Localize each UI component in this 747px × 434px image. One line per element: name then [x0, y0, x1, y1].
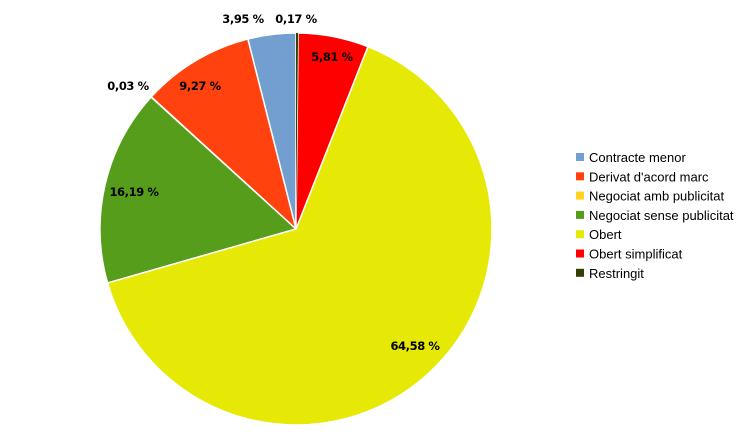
data-label-obert-simplificat: 5,81 % [311, 50, 353, 64]
data-label-derivat-d-acord-marc: 9,27 % [179, 79, 221, 93]
legend-swatch-negociat-sense-publicitat [576, 210, 584, 219]
legend-swatch-obert [576, 230, 584, 239]
data-label-obert: 64,58 % [390, 339, 440, 353]
slice-obert [106, 45, 493, 426]
legend-swatch-restringit [576, 268, 584, 277]
data-label-negociat-amb-publicitat: 0,03 % [107, 79, 149, 93]
legend-label-obert-simplificat: Obert simplificat [589, 247, 683, 262]
legend-swatch-derivat-d-acord-marc [576, 172, 584, 181]
legend-label-contracte-menor: Contracte menor [589, 150, 686, 165]
legend-label-derivat-d-acord-marc: Derivat d'acord marc [589, 169, 709, 184]
slice-obert-simplificat [295, 32, 369, 230]
slice-restringit [296, 33, 299, 229]
data-label-restringit: 0,17 % [275, 12, 317, 26]
legend-label-negociat-sense-publicitat: Negociat sense publicitat [589, 208, 734, 223]
slice-negociat-sense-publicitat [99, 96, 298, 284]
slice-derivat-d-acord-marc [150, 38, 298, 232]
legend-swatch-contracte-menor [576, 153, 584, 161]
data-label-negociat-sense-publicitat: 16,19 % [109, 185, 159, 199]
legend-label-negociat-amb-publicitat: Negociat amb publicitat [589, 189, 725, 204]
data-label-contracte-menor: 3,95 % [222, 12, 264, 26]
legend-label-restringit: Restringit [589, 266, 644, 281]
legend-swatch-obert-simplificat [576, 249, 584, 258]
legend-swatch-negociat-amb-publicitat [576, 191, 584, 200]
legend-label-obert: Obert [589, 227, 622, 242]
